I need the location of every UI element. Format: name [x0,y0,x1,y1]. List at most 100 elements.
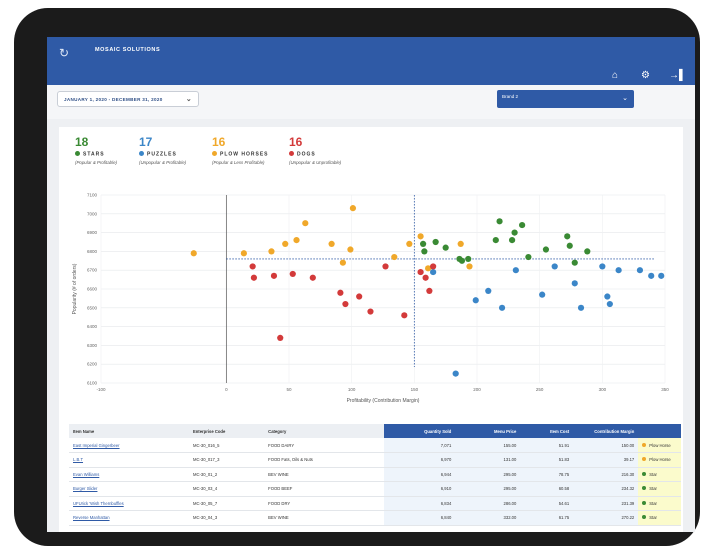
y-tick-label: 6100 [87,381,98,386]
summary-count: 18 [75,135,89,149]
date-range-picker[interactable]: JANUARY 1, 2020 - DECEMBER 31, 2020 ⌄ [57,91,199,107]
summary-count: 16 [289,135,303,149]
y-tick-label: 7000 [87,211,98,216]
menu-price-cell: 295.00 [455,481,521,497]
item-link[interactable]: Evan Williams [73,471,100,477]
classification-cell: Plow Horse [638,452,681,468]
class-dot-icon [642,500,647,505]
menu-price-cell: 295.00 [455,467,521,482]
classification-cell: Star [638,481,681,497]
data-point [420,240,427,247]
item-name-link[interactable]: L.B.T [69,452,189,468]
column-header[interactable]: Item Name [69,424,189,438]
table-row: Reverse Manhattan MC-30_04_3 BEV WINE 6,840… [69,510,681,526]
item-cost-cell: 51.83 [520,452,574,468]
enterprise-code-cell: MC-30_05_7 [188,496,265,511]
data-point [496,218,503,225]
data-point [342,300,349,308]
data-point [190,250,197,257]
data-point [328,240,335,247]
data-point [422,274,429,281]
category-cell: BEV WINE [264,510,385,526]
item-name-link[interactable]: East Imperial Gingerbeer [69,438,189,453]
home-icon[interactable]: ⌂ [612,70,619,81]
data-point [525,253,532,261]
data-point [458,257,466,264]
scatter-chart: 6100 6200 6300 6400 6500 6600 6700 6800 6900 7000… [72,193,669,405]
refresh-logo-icon[interactable]: ↻ [59,46,70,60]
data-point [492,237,499,244]
data-point [571,259,578,266]
data-point [584,248,591,255]
x-tick-label: 150 [411,387,419,392]
category-cell: FOOD Fats, Oils & Nuts [264,452,385,468]
data-point [658,272,665,279]
menu-engineering-card: 18 STARS (Popular & Profitable) 17 PUZZLES (U… [59,127,683,532]
item-name-link[interactable]: Burger Slider [69,481,189,497]
item-link[interactable]: L.B.T [73,457,84,463]
app-title: MOSAIC SOLUTIONS [95,47,161,53]
item-link[interactable]: UFUrick 'Wish Thernbuffles [73,500,124,506]
data-point [599,263,606,270]
class-dot-icon [642,442,647,447]
item-link[interactable]: Reverse Manhattan [73,515,110,521]
data-point [268,248,275,255]
data-point [466,263,473,270]
item-cost-cell: 60.58 [520,481,574,497]
legend-dot-icon [212,151,217,156]
data-point [417,233,424,240]
date-range-label: JANUARY 1, 2020 - DECEMBER 31, 2020 [64,97,163,102]
class-dot-icon [642,486,647,491]
class-dot-icon [642,457,647,462]
summary-count: 17 [139,135,153,149]
item-link[interactable]: East Imperial Gingerbeer [73,442,120,448]
x-tick-label: 50 [286,387,292,392]
item-name-link[interactable]: Reverse Manhattan [69,510,189,526]
column-header[interactable]: Item Cost [520,424,574,438]
column-header[interactable]: Category [264,424,385,438]
item-name-link[interactable]: Evan Williams [69,467,189,482]
column-header[interactable]: Quantity Sold [384,424,456,438]
y-tick-label: 6500 [87,305,98,310]
brand-select[interactable]: Brand 2 ⌄ [497,90,634,108]
y-tick-label: 6200 [87,362,98,367]
data-point [309,274,316,281]
filter-bar: JANUARY 1, 2020 - DECEMBER 31, 2020 ⌄ Br… [47,85,695,119]
column-header[interactable]: Enterprise Code [188,424,265,438]
data-point [606,300,613,308]
contribution-margin-cell: 234.32 [573,481,639,497]
summary-dogs: 16 DOGS (Unpopular & Unprofitable) [289,135,341,165]
column-header[interactable]: Contribution Margin [573,424,639,438]
item-cost-cell: 51.91 [520,438,574,453]
data-point [432,238,439,246]
y-tick-label: 6400 [87,324,98,329]
menu-price-cell: 155.00 [455,438,521,453]
column-header[interactable]: Menu Price [455,424,521,438]
contribution-margin-cell: 270.22 [573,510,639,526]
data-point [270,272,278,279]
gear-icon[interactable]: ⚙ [641,70,650,81]
data-point [391,253,398,261]
enterprise-code-cell: MC-30_03_4 [188,481,265,497]
table-header-row: Item Name Enterprise Code Category Quantity… [69,424,681,438]
enterprise-code-cell: MC-30_016_5 [188,438,265,453]
classification-cell: Star [638,510,681,526]
data-point [577,304,585,311]
quantity-cell: 6,840 [384,510,456,526]
y-tick-label: 6700 [87,268,98,273]
data-point [430,268,437,276]
data-point [249,263,256,270]
item-link[interactable]: Burger Slider [73,486,98,492]
item-name-link[interactable]: UFUrick 'Wish Thernbuffles [69,496,189,511]
item-cost-cell: 54.61 [520,496,574,511]
contribution-margin-cell: 231.39 [573,496,639,511]
data-point [519,221,526,229]
column-header[interactable] [638,424,681,438]
x-tick-label: 250 [536,387,544,392]
logout-icon[interactable]: →▌ [669,70,687,81]
data-point [421,248,428,255]
y-tick-label: 6800 [87,249,98,254]
menu-price-cell: 332.00 [455,510,521,526]
table-row: East Imperial Gingerbeer MC-30_016_5 FOOD … [69,438,681,453]
menu-price-cell: 286.00 [455,496,521,511]
